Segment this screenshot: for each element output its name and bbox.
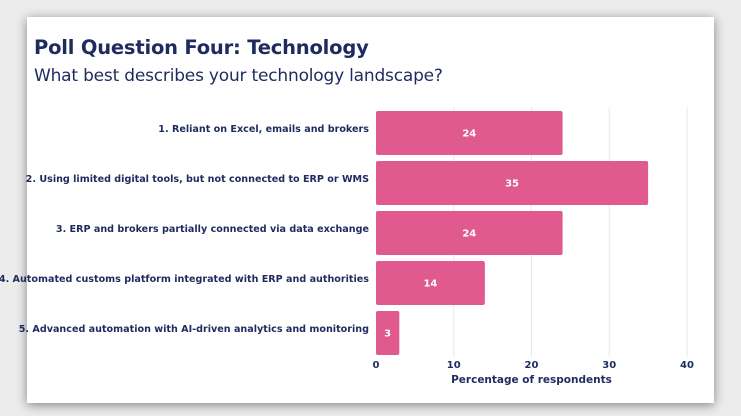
x-tick-label: 30 (602, 360, 616, 371)
data-label: 14 (423, 279, 437, 290)
slide-card: Poll Question Four: Technology What best… (27, 17, 714, 403)
x-tick-label: 40 (680, 360, 694, 371)
slide-subtitle: What best describes your technology land… (34, 66, 443, 86)
category-label: 5. Advanced automation with AI-driven an… (19, 324, 369, 335)
data-label: 35 (505, 179, 519, 190)
slide-title: Poll Question Four: Technology (34, 36, 369, 59)
bar (376, 261, 485, 305)
category-label: 4. Automated customs platform integrated… (0, 274, 369, 285)
x-axis-title: Percentage of respondents (451, 374, 612, 386)
x-tick-label: 10 (447, 360, 461, 371)
x-tick-label: 20 (525, 360, 539, 371)
category-label: 1. Reliant on Excel, emails and brokers (158, 124, 369, 135)
bar (376, 311, 400, 355)
x-tick-label: 0 (373, 360, 380, 371)
category-label: 3. ERP and brokers partially connected v… (56, 224, 370, 235)
category-label: 2. Using limited digital tools, but not … (26, 174, 369, 185)
data-label: 3 (384, 329, 391, 340)
data-label: 24 (462, 129, 476, 140)
data-label: 24 (462, 229, 476, 240)
bar (376, 211, 563, 255)
bar (376, 161, 649, 205)
bar (376, 111, 563, 155)
